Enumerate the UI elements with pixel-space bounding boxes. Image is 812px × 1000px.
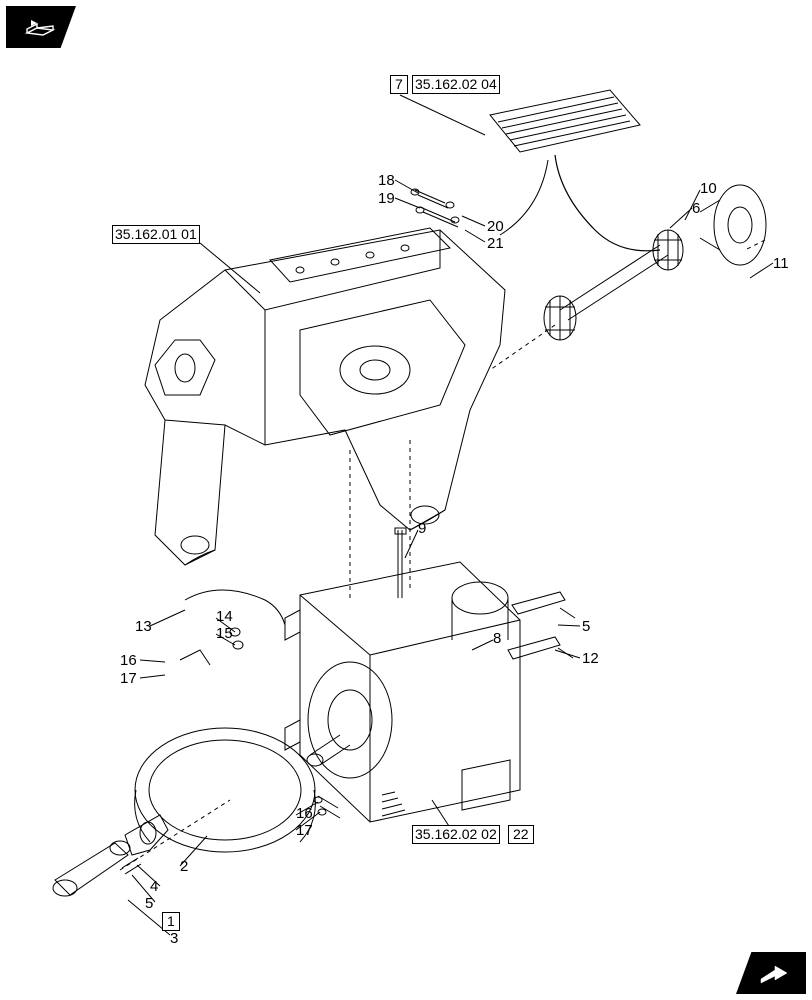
callout-17a: 17 [120,670,137,687]
callout-16b: 16 [296,805,313,822]
ref-num-1: 1 [162,912,180,931]
pto-gearbox [285,562,520,822]
callout-13: 13 [135,618,152,635]
callout-5b: 5 [145,895,153,912]
ref-box-left: 35.162.01 01 [112,225,200,244]
leader-lines [128,95,773,935]
fasteners-lower [314,796,340,818]
callout-18: 18 [378,172,395,189]
callout-2: 2 [180,858,188,875]
callout-6: 6 [692,200,700,217]
callout-4: 4 [150,878,158,895]
callout-17b: 17 [296,822,313,839]
callout-21: 21 [487,235,504,252]
callout-12: 12 [582,650,599,667]
ref-num-7: 7 [390,75,408,94]
callout-14: 14 [216,608,233,625]
ref-box-bottom: 35.162.02 02 [412,825,500,844]
ref-box-top: 35.162.02 04 [412,75,500,94]
callout-16a: 16 [120,652,137,669]
drive-shaft [544,185,766,340]
pto-guard [135,728,316,852]
callout-8: 8 [493,630,501,647]
cooler-assembly [490,90,660,251]
ref-num-22: 22 [508,825,534,844]
callout-20: 20 [487,218,504,235]
callout-11: 11 [773,255,789,272]
callout-15: 15 [216,625,233,642]
fasteners-top [411,189,459,227]
bolt-long [395,528,406,598]
callout-19: 19 [378,190,395,207]
callout-5a: 5 [582,618,590,635]
exploded-view-drawing [0,0,812,1000]
callout-3: 3 [170,930,178,947]
callout-9: 9 [418,520,426,537]
callout-10: 10 [700,180,717,197]
front-support-housing [145,228,505,565]
diagram-canvas: 7 35.162.02 04 35.162.01 01 35.162.02 02… [0,0,812,1000]
